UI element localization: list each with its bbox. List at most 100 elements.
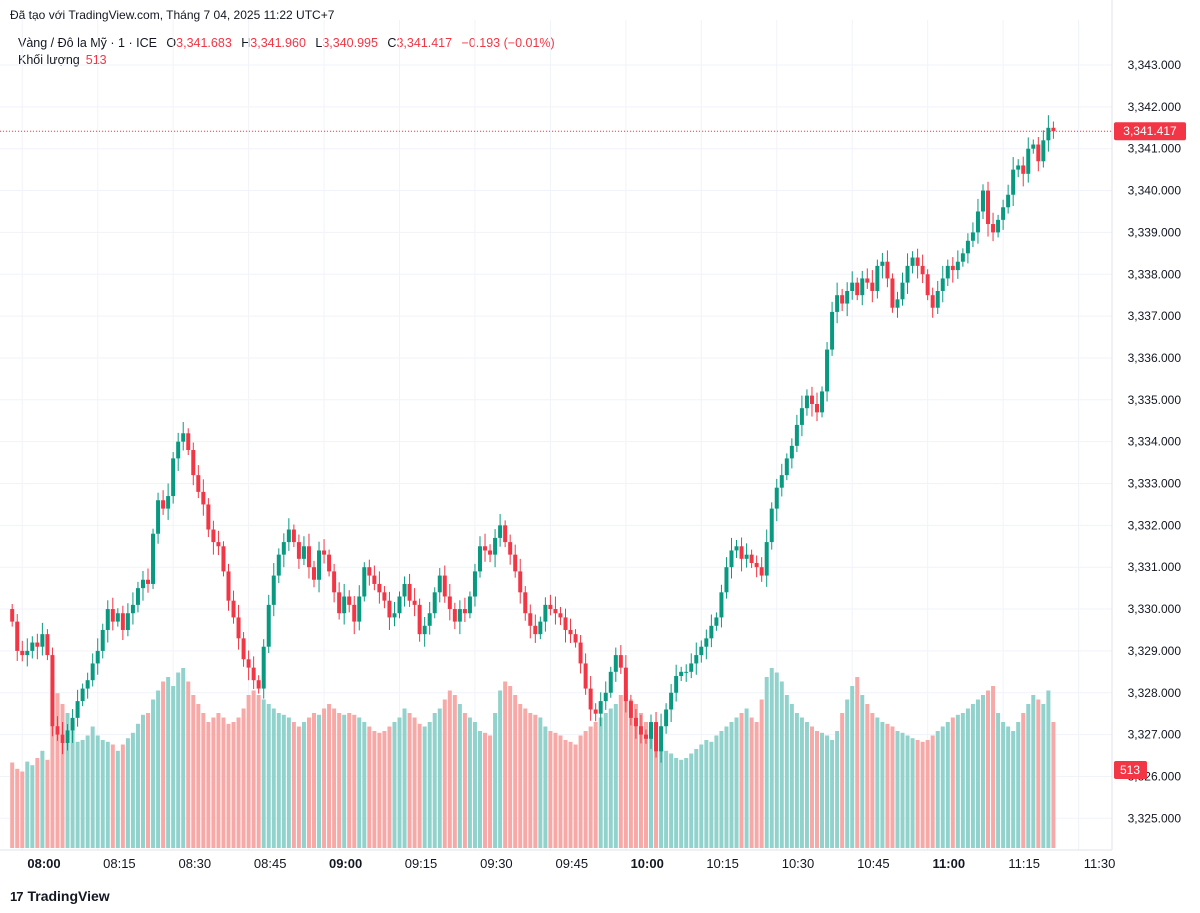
open-label: O <box>166 36 177 50</box>
candle <box>337 582 342 620</box>
volume-bar <box>664 750 669 848</box>
volume-bar <box>35 758 40 848</box>
volume-bar <box>623 690 628 848</box>
volume-bar <box>769 668 774 848</box>
candle-body <box>945 265 950 279</box>
volume-bar <box>156 690 161 848</box>
symbol-label[interactable]: Vàng / Đô la Mỹ · 1 · ICE <box>18 36 157 50</box>
candle-body <box>830 311 835 350</box>
volume-bar <box>749 717 754 848</box>
volume-bar <box>880 722 885 848</box>
volume-bar <box>10 762 15 848</box>
candle-body <box>75 701 80 718</box>
candle <box>397 591 402 619</box>
volume-bar <box>503 681 508 848</box>
ohlc-legend: Vàng / Đô la Mỹ · 1 · ICE O3,341.683 H3,… <box>18 36 555 50</box>
volume-bar <box>75 741 80 848</box>
candle-body <box>769 508 774 543</box>
candle <box>246 650 251 681</box>
candle <box>533 614 538 643</box>
candle-body <box>25 650 30 656</box>
candle <box>769 502 774 550</box>
volume-label[interactable]: Khối lượng <box>18 53 80 67</box>
volume-bar <box>538 717 543 848</box>
candle <box>382 586 387 609</box>
candle-body <box>528 613 533 626</box>
candle-body <box>80 688 85 702</box>
volume-bar <box>90 726 95 848</box>
volume-bar <box>352 714 357 848</box>
candle <box>156 492 161 544</box>
candle <box>980 184 985 220</box>
candle-body <box>930 295 935 308</box>
candle <box>115 608 120 627</box>
candle <box>714 612 719 631</box>
candle <box>452 602 457 630</box>
candle-body <box>377 583 382 593</box>
volume-bar <box>633 704 638 848</box>
candle <box>593 703 598 722</box>
candle <box>211 520 216 555</box>
candle <box>1041 130 1046 168</box>
volume-bar <box>513 695 518 848</box>
candle <box>960 248 965 267</box>
volume-bar <box>337 713 342 848</box>
x-tick-label: 11:15 <box>1008 856 1040 871</box>
volume-bar <box>835 731 840 848</box>
volume-bar <box>915 740 920 848</box>
candle <box>618 645 623 674</box>
candle <box>161 490 166 515</box>
candle-body <box>513 554 518 572</box>
candle-body <box>462 609 467 614</box>
volume-bar <box>784 695 789 848</box>
y-tick-label: 3,337.000 <box>1128 309 1182 323</box>
candle <box>654 712 659 758</box>
change-value: −0.193 (−0.01%) <box>461 36 555 50</box>
volume-bar <box>860 695 865 848</box>
candle-body <box>105 609 110 630</box>
volume-bar <box>628 699 633 848</box>
volume-bar <box>362 722 367 848</box>
candle <box>885 250 890 288</box>
candle-body <box>523 592 528 614</box>
candle-body <box>865 278 870 283</box>
volume-bar <box>533 714 538 848</box>
candle <box>256 675 261 694</box>
volume-bar <box>970 704 975 848</box>
candle-body <box>447 596 452 610</box>
candle <box>825 342 830 402</box>
y-tick-label: 3,328.000 <box>1128 686 1182 700</box>
tradingview-logo-icon: 17 <box>10 888 24 904</box>
volume-bar <box>855 677 860 848</box>
candle <box>996 214 1001 238</box>
candle-body <box>825 349 830 392</box>
volume-bar <box>493 713 498 848</box>
candle <box>100 623 105 659</box>
volume-bar <box>367 726 372 848</box>
volume-bar <box>965 708 970 848</box>
candle <box>437 568 442 603</box>
last-price-tag <box>1114 122 1186 141</box>
candle <box>880 252 885 279</box>
candle <box>140 570 145 601</box>
volume-bar <box>986 690 991 848</box>
volume-bar <box>593 722 598 848</box>
candle-body <box>970 232 975 241</box>
volume-bar <box>699 744 704 848</box>
candle-body <box>60 734 65 743</box>
volume-bar <box>317 714 322 848</box>
candle-body <box>30 642 35 651</box>
candle <box>528 604 533 639</box>
candle-body <box>236 617 241 639</box>
candle <box>905 253 910 294</box>
candle-body <box>151 533 156 584</box>
high-label: H <box>241 36 251 50</box>
candle-body <box>996 219 1001 233</box>
volume-bar <box>935 731 940 848</box>
candle-body <box>120 613 125 630</box>
candle <box>306 533 311 579</box>
volume-bar <box>332 708 337 848</box>
volume-bar <box>286 717 291 848</box>
candle-body <box>166 496 171 509</box>
